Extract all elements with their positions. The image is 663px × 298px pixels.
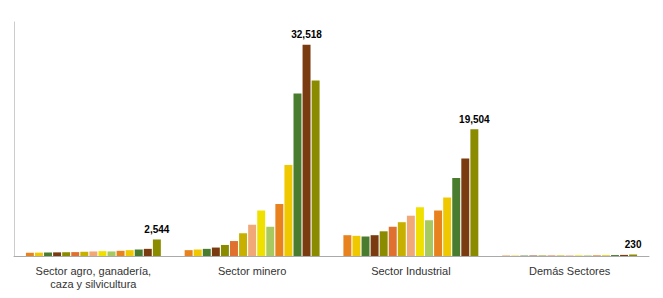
svg-text:Sector agro, ganadería,: Sector agro, ganadería, xyxy=(36,265,152,277)
svg-text:Sector Industrial: Sector Industrial xyxy=(371,265,450,277)
svg-text:2,544: 2,544 xyxy=(144,224,169,235)
svg-text:19,504: 19,504 xyxy=(459,114,490,125)
svg-text:Demás Sectores: Demás Sectores xyxy=(529,265,611,277)
svg-text:caza y silvicultura: caza y silvicultura xyxy=(50,278,137,290)
svg-text:32,518: 32,518 xyxy=(291,29,322,40)
svg-text:230: 230 xyxy=(625,239,642,250)
svg-text:Sector minero: Sector minero xyxy=(218,265,286,277)
